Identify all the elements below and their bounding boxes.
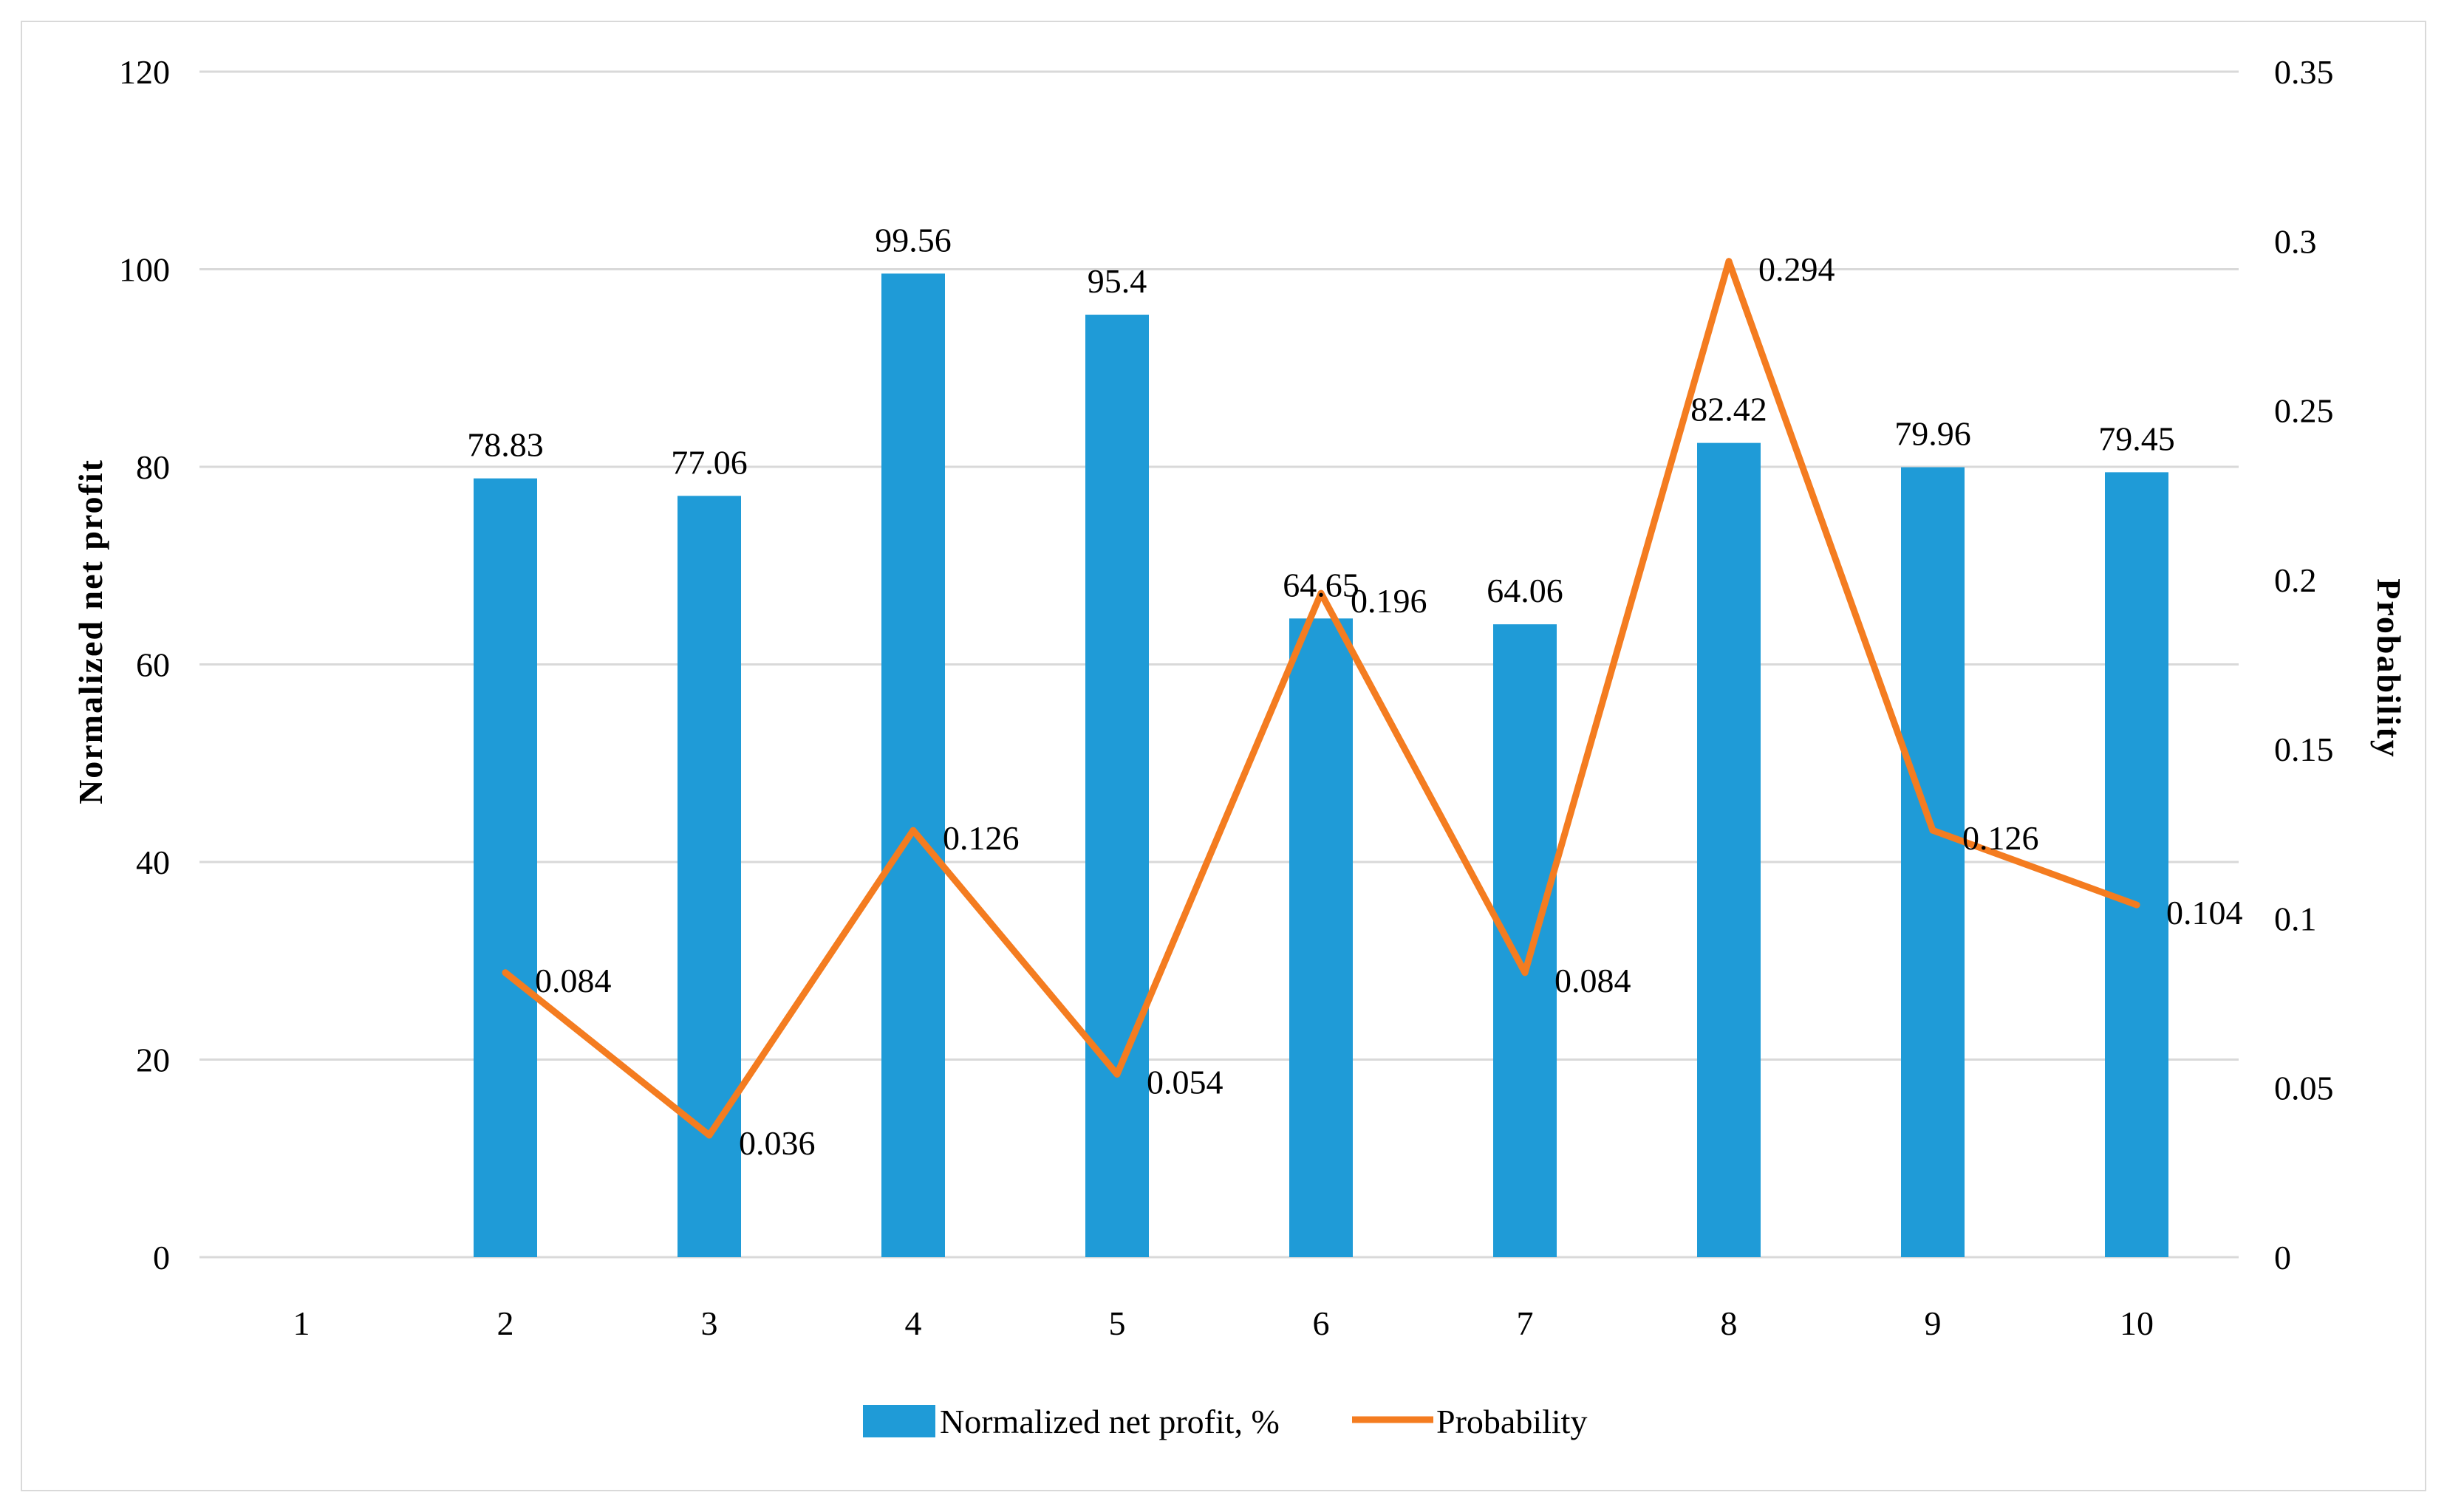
y-right-tick-label: 0.15 — [2274, 731, 2334, 768]
y-right-tick-label: 0.35 — [2274, 53, 2334, 91]
legend: Normalized net profit, % Probability — [863, 1403, 1587, 1440]
probability-point — [1725, 258, 1733, 265]
bar-data-label: 79.45 — [2098, 420, 2175, 457]
probability-point — [1317, 589, 1325, 597]
y-right-tick-label: 0.25 — [2274, 392, 2334, 430]
probability-point — [1929, 827, 1936, 834]
bar-data-label: 82.42 — [1690, 391, 1767, 428]
legend-line-label: Probability — [1436, 1403, 1587, 1440]
y-left-tick-label: 120 — [119, 53, 170, 91]
y-axis-right-title: Probability — [2370, 578, 2408, 759]
bar — [474, 478, 537, 1258]
x-tick-label: 1 — [293, 1304, 310, 1342]
line-data-label: 0.196 — [1351, 582, 1427, 620]
legend-bar-swatch — [863, 1405, 935, 1437]
y-right-tick-label: 0.1 — [2274, 900, 2317, 937]
line-data-label: 0.294 — [1758, 250, 1835, 288]
y-right-tick-label: 0.3 — [2274, 222, 2317, 260]
probability-point — [909, 827, 917, 834]
bar — [2105, 472, 2168, 1258]
bar-data-label: 99.56 — [875, 221, 952, 259]
x-tick-label: 10 — [2120, 1304, 2154, 1342]
line-data-label: 0.126 — [943, 819, 1020, 857]
bar — [1493, 624, 1557, 1257]
bar — [1697, 442, 1761, 1257]
x-tick-label: 2 — [497, 1304, 514, 1342]
probability-point — [2133, 901, 2140, 909]
bar-data-label: 64.06 — [1487, 572, 1563, 609]
line-data-label: 0.084 — [1554, 962, 1631, 999]
gridlines — [199, 70, 2239, 1259]
bar-data-label: 95.4 — [1088, 262, 1147, 300]
x-tick-label: 4 — [905, 1304, 922, 1342]
bar-data-label: 79.96 — [1894, 415, 1971, 453]
y-left-tick-label: 40 — [136, 844, 170, 881]
y-axis-left-title: Normalized net profit — [72, 459, 109, 804]
bar — [1085, 315, 1149, 1257]
y-right-tick-label: 0.05 — [2274, 1070, 2334, 1107]
y-left-tick-label: 80 — [136, 448, 170, 486]
chart-frame — [21, 21, 2426, 1491]
x-tick-label: 3 — [701, 1304, 718, 1342]
bar-data-label: 77.06 — [671, 443, 748, 481]
probability-point — [502, 969, 509, 976]
x-tick-label: 5 — [1109, 1304, 1126, 1342]
bar-data-label: 78.83 — [467, 426, 544, 464]
probability-point — [1113, 1070, 1121, 1078]
line-data-label: 0.084 — [535, 962, 612, 999]
line-series — [502, 258, 2140, 1139]
y-right-tick-label: 0 — [2274, 1239, 2291, 1276]
x-tick-label: 6 — [1313, 1304, 1330, 1342]
bar — [1901, 467, 1965, 1258]
line-data-label: 0.036 — [739, 1124, 816, 1162]
data-labels: 78.83 77.06 99.56 95.4 64.65 64.06 82.42 79.96 7… — [467, 221, 2242, 1162]
probability-point — [706, 1132, 713, 1139]
y-left-tick-label: 60 — [136, 646, 170, 684]
probability-point — [1521, 969, 1529, 976]
bar-series — [474, 273, 2168, 1258]
line-data-label: 0.054 — [1147, 1063, 1224, 1101]
axis-ticks: 0 20 40 60 80 100 120 0 0.05 0.1 0.15 0.2 0.25 0.3 0.3… — [119, 53, 2334, 1342]
line-data-label: 0.126 — [1962, 819, 2039, 857]
bar — [1289, 618, 1353, 1257]
x-tick-label: 9 — [1925, 1304, 1942, 1342]
y-left-tick-label: 0 — [153, 1239, 170, 1276]
y-left-tick-label: 20 — [136, 1041, 170, 1079]
bar — [678, 496, 741, 1257]
y-left-tick-label: 100 — [119, 251, 170, 289]
line-data-label: 0.104 — [2166, 894, 2243, 931]
bar-data-label: 64.65 — [1283, 566, 1359, 603]
x-tick-label: 8 — [1721, 1304, 1738, 1342]
x-tick-label: 7 — [1517, 1304, 1534, 1342]
bar — [881, 273, 945, 1257]
legend-bar-label: Normalized net profit, % — [940, 1403, 1280, 1440]
y-right-tick-label: 0.2 — [2274, 561, 2317, 599]
